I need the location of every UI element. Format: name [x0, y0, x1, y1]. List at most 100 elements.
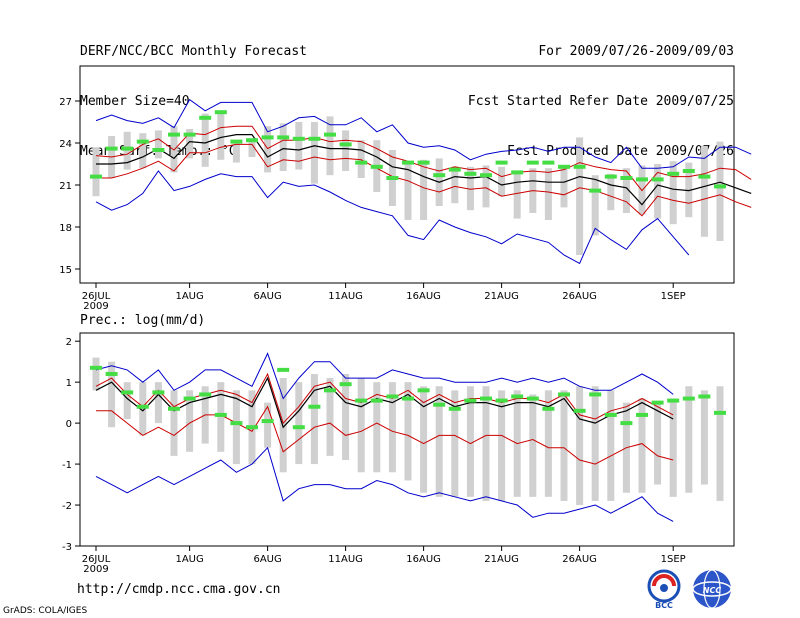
reference-marker [636, 177, 648, 182]
spread-bar [139, 382, 147, 436]
spread-bar [248, 138, 256, 157]
x-tick-label: 1SEP [661, 291, 686, 302]
ncc-logo-orbit [692, 581, 732, 597]
reference-marker [121, 146, 134, 151]
spread-bar [404, 382, 412, 481]
reference-marker [558, 164, 570, 169]
spread-upper-line [95, 125, 752, 192]
ncc-logo: NCC [692, 569, 732, 609]
reference-marker [230, 421, 243, 426]
y-tick-label: 1 [66, 378, 72, 389]
reference-marker [651, 400, 664, 405]
spread-bar [264, 126, 272, 173]
spread-bar [310, 373, 318, 465]
spread-bar [591, 175, 599, 236]
spread-bar [513, 171, 521, 219]
reference-marker [168, 406, 180, 411]
reference-marker [199, 115, 212, 120]
reference-marker [542, 160, 555, 165]
y-tick-label: 18 [59, 223, 72, 234]
reference-marker [246, 425, 258, 430]
reference-marker [604, 174, 617, 179]
spread-bar [576, 137, 584, 255]
reference-marker [308, 404, 321, 409]
reference-marker [183, 396, 196, 401]
x-tick-label: 26AUG [562, 291, 597, 302]
reference-marker [651, 177, 664, 182]
reference-marker [355, 398, 368, 403]
reference-marker [480, 173, 492, 178]
spread-bar [217, 382, 225, 452]
reference-marker [433, 402, 446, 407]
reference-marker [526, 396, 539, 401]
reference-marker [682, 169, 695, 173]
spread-bar [232, 140, 240, 163]
spread-bar [654, 164, 662, 219]
spread-lower-line [96, 405, 674, 465]
reference-marker [136, 139, 149, 144]
x-tick-label: 11AUG [328, 554, 363, 565]
reference-marker [308, 136, 321, 141]
reference-marker [152, 390, 165, 395]
reference-marker [448, 406, 461, 411]
reference-marker [402, 396, 414, 401]
reference-marker [136, 404, 149, 409]
grads-credit: GrADS: COLA/IGES [3, 606, 88, 616]
y-tick-label: 0 [66, 419, 72, 430]
spread-bar [154, 382, 162, 424]
spread-bar [108, 361, 116, 428]
spread-bar [326, 378, 334, 456]
x-tick-sublabel: 2009 [83, 301, 108, 312]
spread-bar [217, 112, 225, 160]
spread-bar [373, 382, 381, 473]
spread-bar [669, 161, 677, 225]
spread-bar [466, 386, 474, 497]
plot-frame [79, 332, 735, 547]
ncc-logo-meridian [703, 569, 721, 609]
y-tick-label: 21 [59, 181, 72, 192]
spread-bar [498, 166, 506, 197]
source-url[interactable]: http://cmdp.ncc.cma.gov.cn [77, 582, 281, 597]
spread-bar [560, 166, 568, 208]
reference-marker [714, 184, 726, 189]
y-tick-label: -1 [62, 460, 72, 471]
spread-bar [201, 113, 209, 167]
bcc-logo-arc [652, 574, 676, 587]
bcc-logo-text: BCC [655, 601, 673, 610]
reference-marker [589, 392, 602, 397]
spread-bar [435, 386, 443, 497]
reference-marker [464, 171, 477, 176]
y-tick-label: 2 [66, 337, 72, 348]
x-tick-label: 6AUG [253, 291, 281, 302]
spread-bar [498, 390, 506, 501]
reference-marker [214, 110, 227, 115]
x-tick-label: 1AUG [175, 291, 203, 302]
spread-bar [357, 378, 365, 473]
ncc-logo-text: NCC [703, 586, 722, 595]
reference-marker [105, 146, 118, 151]
x-tick-label: 11AUG [328, 291, 363, 302]
spread-bar [685, 162, 693, 218]
spread-bar [279, 378, 287, 473]
reference-marker [402, 160, 414, 165]
reference-marker [339, 382, 352, 387]
reference-marker [199, 392, 212, 397]
x-tick-label: 26JUL [82, 554, 111, 565]
reference-marker [573, 164, 586, 169]
reference-marker [433, 173, 446, 178]
x-tick-label: 16AUG [406, 291, 441, 302]
spread-bar [139, 133, 147, 169]
member-size: Member Size=40 [80, 94, 190, 109]
plot-frame [79, 65, 735, 284]
reference-marker [370, 398, 383, 403]
reference-marker [667, 171, 680, 176]
x-tick-label: 21AUG [484, 291, 519, 302]
reference-marker [183, 132, 196, 137]
envelope-min-line [95, 170, 690, 265]
y-tick-label: 15 [59, 265, 72, 276]
envelope-max-line [95, 98, 752, 169]
reference-marker [495, 160, 508, 165]
spread-bar [466, 166, 474, 211]
fcst-started-date: Fcst Started Refer Date 2009/07/25 [467, 94, 734, 109]
